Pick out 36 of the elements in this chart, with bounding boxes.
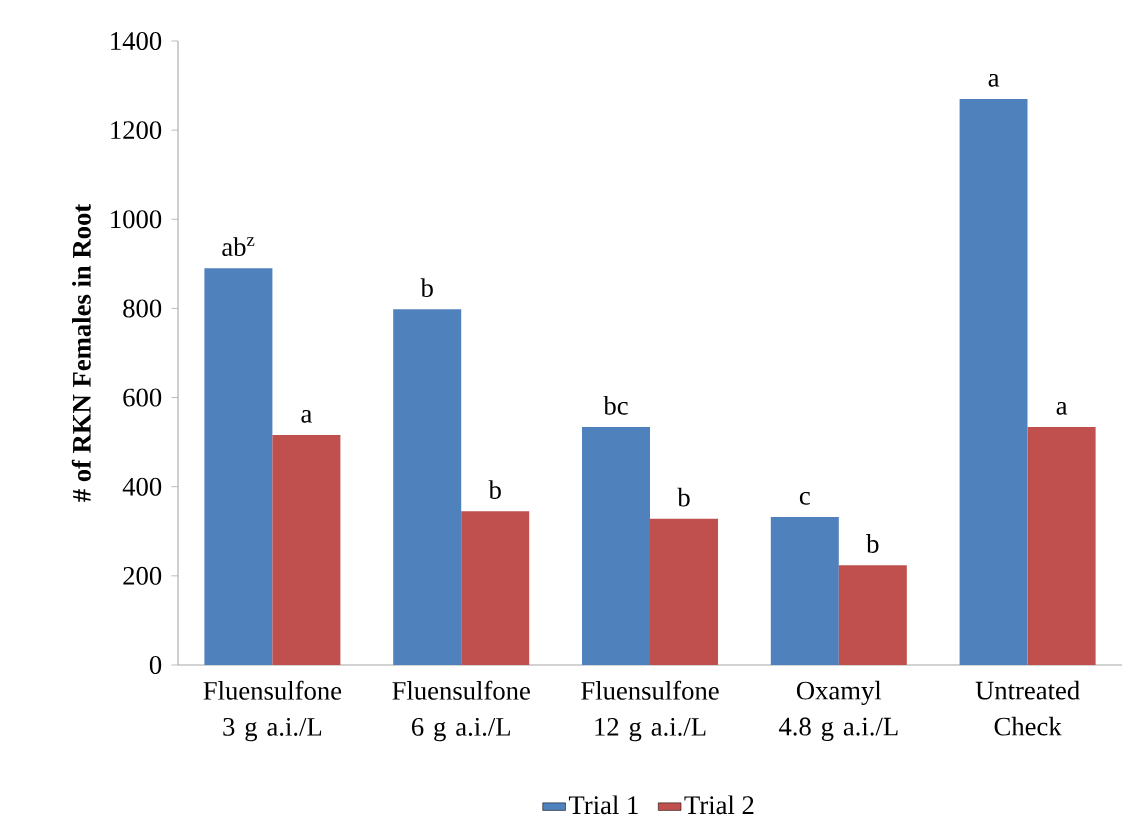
- annotation: a: [988, 74, 1000, 87]
- bar: [461, 511, 530, 666]
- annotation: b: [488, 480, 501, 500]
- y-tick-label: 400: [122, 477, 162, 496]
- x-tick-label: Fluensulfone 12 g a.i./L: [581, 680, 719, 742]
- bar: [959, 99, 1028, 666]
- bar: [272, 435, 341, 666]
- bar: [650, 518, 719, 666]
- bar: [582, 427, 650, 666]
- y-tick-label: 1200: [111, 121, 162, 140]
- annotation: a: [1056, 402, 1068, 415]
- bar: [770, 517, 839, 666]
- legend-label: Trial 1: [568, 795, 638, 815]
- annotation: b: [677, 487, 690, 507]
- bar: [204, 268, 273, 666]
- y-tick-label: 600: [123, 388, 162, 407]
- annotation: a: [301, 410, 312, 423]
- annotation: ab$^{z}$: [222, 237, 255, 257]
- y-tick-label: 1400: [111, 32, 162, 51]
- y-axis-title: # of RKN Females in Root: [71, 204, 91, 503]
- x-tick-label: Fluensulfone 6 g a.i./L: [392, 680, 530, 742]
- y-tick-label: 0: [149, 656, 162, 675]
- annotation: b: [420, 278, 433, 298]
- x-tick-label: Fluensulfone 3 g a.i./L: [203, 680, 342, 742]
- bar: [838, 565, 907, 666]
- y-tick-label: 800: [123, 299, 162, 318]
- y-tick-label: 1000: [111, 210, 162, 229]
- annotation: bc: [603, 396, 628, 415]
- annotation: b: [866, 534, 879, 554]
- legend-label: Trial 2: [684, 795, 754, 815]
- y-tick-label: 200: [123, 567, 162, 586]
- bar: [393, 309, 462, 666]
- x-tick-label: Oxamyl 4.8 g a.i./L: [778, 680, 898, 742]
- bar: [1027, 427, 1096, 666]
- annotation: c: [799, 492, 810, 505]
- x-tick-label: Untreated Check: [975, 680, 1080, 736]
